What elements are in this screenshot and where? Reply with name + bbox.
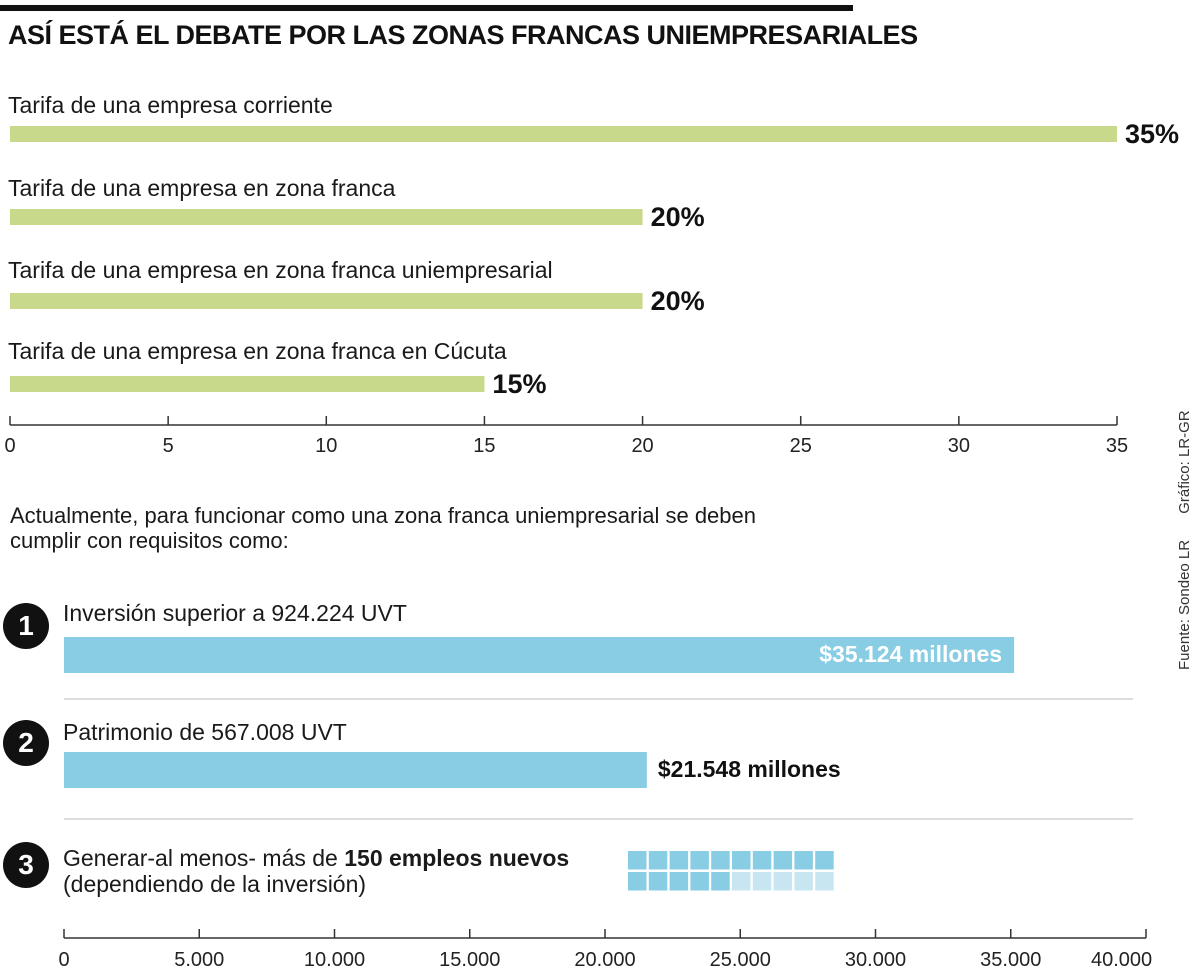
employee-icon (794, 851, 813, 870)
x-tick-label: 15 (473, 435, 496, 457)
employee-icon (773, 872, 793, 891)
employee-icon (628, 851, 647, 870)
investment-bar (64, 637, 1015, 673)
bar-value-label: 15% (492, 369, 547, 399)
employee-icon (752, 851, 772, 870)
employee-icon (711, 872, 730, 891)
top-rule (0, 5, 853, 11)
x-tick-label: 25.000 (709, 949, 771, 971)
x-tick-label: 5.000 (174, 949, 225, 971)
step-number-badge: 3 (3, 842, 49, 888)
requirement-label-text: Generar-al menos- más de (63, 845, 345, 871)
bar-label: Tarifa de una empresa en zona franca en … (8, 338, 507, 364)
x-tick-label: 10.000 (303, 949, 366, 971)
requirements-intro: Actualmente, para funcionar como una zon… (10, 503, 757, 553)
page-title: ASÍ ESTÁ EL DEBATE POR LAS ZONAS FRANCAS… (8, 20, 918, 50)
bar-label: Tarifa de una empresa en zona franca (8, 175, 396, 201)
x-tick-label: 0 (4, 435, 16, 457)
bar-label: Tarifa de una empresa corriente (8, 92, 333, 118)
tax-rate-bar (10, 126, 1117, 142)
requirement-label: Inversión superior a 924.224 UVT (63, 600, 407, 626)
x-tick-label: 30 (947, 435, 970, 457)
x-tick-label: 35.000 (980, 949, 1042, 971)
x-tick-label: 5 (162, 435, 174, 457)
x-tick-label: 20 (631, 435, 654, 457)
employee-icon (669, 851, 689, 870)
employee-icon (794, 872, 813, 891)
credit: Fuente: Sondeo LR Gráfico: LR-GR (1176, 388, 1193, 670)
bar-value-label: 35% (1125, 119, 1180, 149)
employee-icon (648, 872, 668, 891)
tax-rate-bar (10, 293, 643, 309)
x-tick-label: 35 (1105, 435, 1129, 457)
employee-icon (732, 851, 751, 870)
bar-value-label: 20% (650, 202, 705, 232)
graphic-credit: Gráfico: LR-GR (1176, 410, 1193, 514)
employee-icon (711, 851, 730, 870)
x-tick-label: 30.000 (844, 949, 907, 971)
x-tick-label: 0 (58, 949, 70, 971)
requirement-label-emphasis: 150 empleos nuevos (344, 845, 570, 871)
step-number-badge: 1 (3, 603, 49, 649)
tax-rate-bar (10, 209, 643, 225)
employee-icon (690, 851, 709, 870)
x-tick-label: 40.000 (1090, 949, 1153, 971)
employee-icon (773, 851, 793, 870)
requirement-label-note: (dependiendo de la inversión) (63, 871, 367, 897)
x-tick-label: 25 (789, 435, 812, 457)
employee-icon (648, 851, 668, 870)
employee-icon (752, 872, 772, 891)
requirement-label: Generar-al menos- más de 150 empleos nue… (63, 845, 569, 897)
x-tick-label: 10 (315, 435, 338, 457)
employee-icon (815, 851, 834, 870)
x-tick-label: 20.000 (574, 949, 636, 971)
x-tick-label: 15.000 (439, 949, 501, 971)
employee-icon (815, 872, 834, 891)
employee-icon (690, 872, 709, 891)
employee-icon (669, 872, 689, 891)
bar-value-label: 20% (650, 286, 705, 316)
employee-icon (628, 872, 647, 891)
equity-bar (64, 752, 647, 788)
tax-rate-bar (10, 376, 485, 392)
step-number-badge: 2 (3, 720, 49, 766)
bar-value-label: $21.548 millones (657, 756, 841, 782)
source-credit: Fuente: Sondeo LR (1176, 539, 1193, 670)
employee-icon (732, 872, 751, 891)
requirement-label: Patrimonio de 567.008 UVT (63, 719, 347, 745)
bar-value-label: $35.124 millones (819, 641, 1003, 667)
bar-label: Tarifa de una empresa en zona franca uni… (8, 257, 553, 283)
